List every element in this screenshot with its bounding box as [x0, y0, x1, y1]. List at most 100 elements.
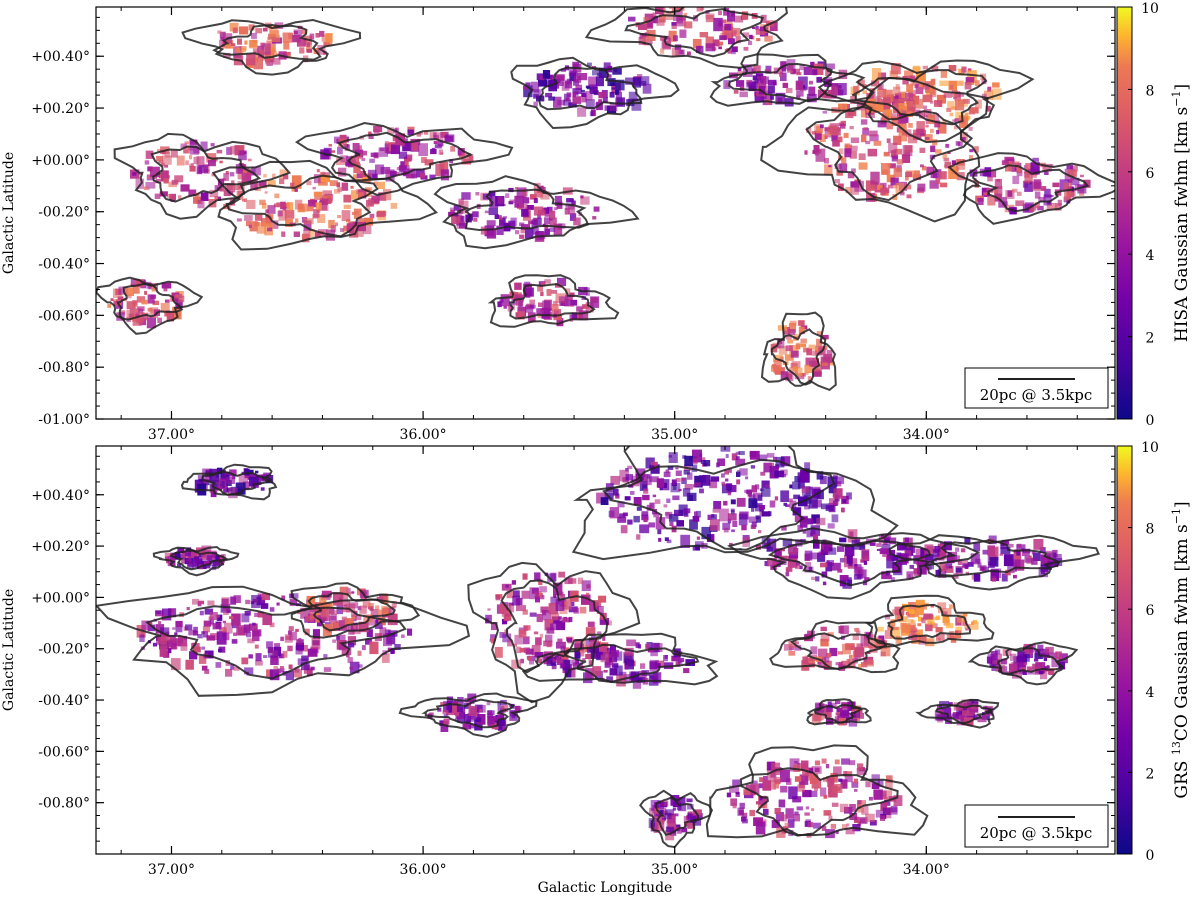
top-map-pixel: [1022, 180, 1028, 188]
bottom-map-pixel: [1013, 661, 1019, 665]
bottom-map-pixel: [464, 714, 472, 723]
top-map-pixel: [850, 137, 860, 144]
bottom-map-pixel: [229, 616, 234, 619]
top-map-pixel: [773, 359, 782, 371]
bottom-map-pixel: [884, 630, 893, 639]
bottom-map-pixel: [789, 484, 793, 489]
top-map-pixel: [1050, 195, 1054, 198]
top-map-pixel: [366, 199, 374, 207]
bottom-map-pixel: [469, 723, 478, 729]
top-map-pixel: [200, 141, 208, 150]
top-map-pixel: [924, 109, 932, 117]
top-map-pixel: [788, 367, 798, 375]
top-map-pixel: [544, 279, 551, 284]
top-map-pixel: [229, 172, 235, 177]
bottom-map-pixel: [811, 712, 821, 724]
top-map-pixel: [798, 320, 805, 326]
top-map-pixel: [812, 350, 818, 356]
bottom-contour: [806, 698, 872, 726]
bottom-map-pixel: [955, 547, 960, 552]
bottom-map-pixel: [650, 820, 658, 829]
bottom-map-pixel: [315, 618, 320, 623]
top-map-pixel: [578, 310, 589, 321]
bottom-map-pixel: [788, 552, 799, 559]
top-map-pixel: [548, 96, 555, 101]
bottom-map-pixel: [542, 610, 551, 621]
top-map-pixel: [113, 301, 120, 307]
bottom-map-pixel: [295, 628, 299, 632]
bottom-map-pixel: [185, 659, 194, 670]
bottom-map-pixel: [1044, 550, 1054, 562]
bottom-map-pixel: [675, 661, 681, 667]
top-map-pixel: [435, 164, 445, 177]
bottom-map-pixel: [827, 632, 834, 637]
bottom-map-pixel: [677, 827, 682, 834]
bottom-map-pixel: [822, 581, 827, 586]
bottom-map-pixel: [743, 789, 751, 795]
top-map-pixel: [798, 326, 805, 334]
top-map-pixel: [531, 219, 538, 228]
top-map-pixel: [126, 301, 136, 310]
bottom-map-pixel: [454, 718, 460, 722]
top-map-pixel: [563, 99, 572, 106]
top-map-pixel: [399, 165, 407, 170]
bottom-map-pixel: [429, 712, 434, 716]
top-map-pixel: [856, 100, 867, 111]
top-map-pixel: [937, 123, 947, 134]
bottom-map-pixel: [811, 514, 820, 524]
bottom-map-pixel: [664, 655, 668, 659]
bottom-map-pixel: [935, 627, 943, 633]
top-colorbar-tick-label: 4: [1146, 248, 1155, 264]
bottom-map-pixel: [754, 502, 763, 512]
top-map-pixel: [955, 99, 965, 111]
top-colorbar-gradient: [1116, 6, 1133, 420]
bottom-map-pixel: [776, 827, 786, 838]
top-map-pixel: [839, 163, 848, 173]
bottom-map-pixel: [606, 676, 613, 683]
bottom-map-pixel: [674, 509, 684, 516]
bottom-map-pixel: [505, 584, 509, 588]
bottom-map-pixel: [646, 504, 652, 511]
bottom-map-pixel: [1022, 654, 1030, 662]
bottom-map-pixel: [274, 643, 280, 648]
bottom-map-pixel: [1055, 651, 1062, 659]
bottom-map-pixel: [823, 656, 830, 663]
top-map-pixel: [906, 194, 912, 199]
top-map-pixel: [267, 205, 276, 214]
top-map-pixel: [924, 137, 930, 140]
bottom-map-pixel: [478, 708, 483, 713]
top-map-pixel: [253, 56, 263, 70]
top-map-pixel: [1005, 190, 1015, 199]
bottom-map-pixel: [269, 622, 275, 628]
bottom-map-pixel: [547, 573, 556, 582]
top-map-pixel: [813, 145, 820, 153]
bottom-map-pixel: [370, 609, 379, 618]
top-map-pixel: [568, 205, 575, 215]
bottom-map-pixel: [894, 614, 904, 622]
top-map-pixel: [509, 199, 515, 203]
bottom-map-pixel: [732, 779, 741, 787]
top-map-pixel: [811, 131, 816, 135]
bottom-map-pixel: [828, 815, 833, 821]
top-map-pixel: [313, 174, 321, 184]
bottom-map-pixel: [223, 608, 229, 615]
top-map-pixel: [858, 162, 868, 170]
bottom-map-pixel: [645, 643, 650, 649]
bottom-map-pixel: [1023, 662, 1028, 666]
bottom-map-pixel: [896, 552, 902, 557]
bottom-map-pixel: [794, 776, 802, 782]
bottom-map-pixel: [844, 771, 853, 777]
top-map-pixel: [1029, 207, 1035, 212]
top-map-pixel: [313, 191, 323, 197]
bottom-map-pixel: [654, 801, 665, 809]
top-map-pixel: [887, 184, 894, 189]
bottom-map-pixel: [726, 792, 731, 798]
bottom-map-pixel: [377, 609, 385, 616]
top-contour: [464, 188, 590, 232]
top-map-pixel: [231, 180, 235, 184]
top-map-pixel: [936, 130, 940, 135]
top-map-pixel: [918, 129, 924, 134]
bottom-map-pixel: [321, 590, 332, 598]
bottom-map-pixel: [499, 603, 507, 613]
